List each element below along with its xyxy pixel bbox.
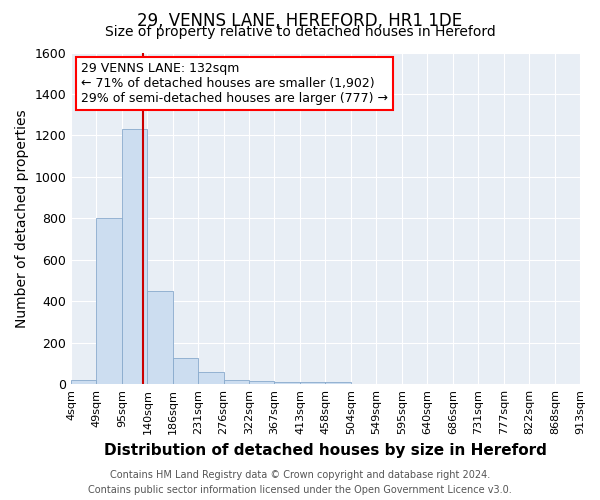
Bar bbox=[148, 291, 173, 384]
Bar bbox=[274, 382, 300, 384]
Bar bbox=[325, 382, 351, 384]
Bar bbox=[71, 380, 97, 384]
Y-axis label: Number of detached properties: Number of detached properties bbox=[15, 109, 29, 328]
Text: Size of property relative to detached houses in Hereford: Size of property relative to detached ho… bbox=[104, 25, 496, 39]
Text: 29 VENNS LANE: 132sqm
← 71% of detached houses are smaller (1,902)
29% of semi-d: 29 VENNS LANE: 132sqm ← 71% of detached … bbox=[82, 62, 388, 106]
Bar bbox=[224, 380, 249, 384]
Text: Contains HM Land Registry data © Crown copyright and database right 2024.
Contai: Contains HM Land Registry data © Crown c… bbox=[88, 470, 512, 495]
Bar bbox=[97, 218, 122, 384]
Text: 29, VENNS LANE, HEREFORD, HR1 1DE: 29, VENNS LANE, HEREFORD, HR1 1DE bbox=[137, 12, 463, 30]
Bar bbox=[300, 382, 325, 384]
Bar bbox=[249, 381, 274, 384]
X-axis label: Distribution of detached houses by size in Hereford: Distribution of detached houses by size … bbox=[104, 442, 547, 458]
Bar bbox=[199, 372, 224, 384]
Bar bbox=[122, 129, 148, 384]
Bar bbox=[173, 358, 199, 384]
